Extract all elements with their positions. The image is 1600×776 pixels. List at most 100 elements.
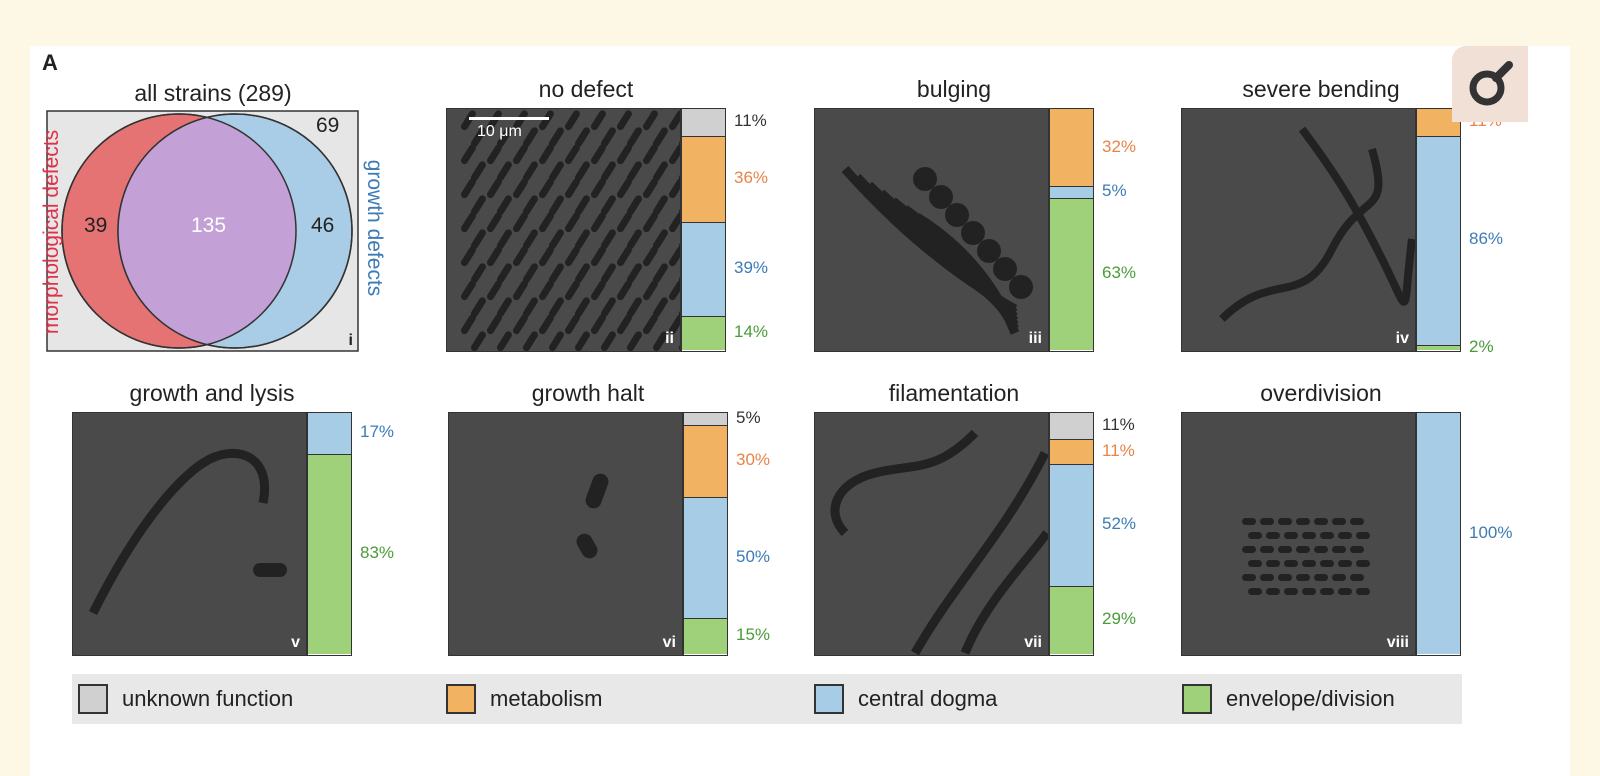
micrograph: vi bbox=[448, 412, 683, 656]
bar-percent-label: 14% bbox=[734, 322, 769, 342]
micrograph-cells bbox=[460, 110, 680, 351]
bar-segment-dogma bbox=[1417, 135, 1460, 346]
legend-item-envelope: envelope/division bbox=[1182, 683, 1395, 715]
micrograph: iii bbox=[814, 108, 1049, 352]
legend-swatch-envelope bbox=[1182, 684, 1212, 714]
bar-segment-dogma bbox=[1050, 464, 1093, 587]
bar-percent-label: 86% bbox=[1469, 229, 1504, 249]
panel-roman: v bbox=[291, 634, 300, 651]
legend-item-unknown: unknown function bbox=[78, 683, 293, 715]
bar-percent-label: 11% bbox=[734, 111, 767, 131]
bar-percent-label: 36% bbox=[734, 167, 769, 187]
bar-segment-metabolism bbox=[682, 135, 725, 223]
micrograph-cells bbox=[1219, 126, 1415, 322]
panel-roman: iv bbox=[1395, 330, 1409, 347]
venn-neither: 69 bbox=[316, 114, 340, 137]
bar-segment-metabolism bbox=[1050, 109, 1093, 187]
stacked-bar bbox=[683, 412, 728, 656]
micrograph: v bbox=[72, 412, 307, 656]
bar-percent-label: 5% bbox=[736, 408, 761, 428]
bar-segment-unknown bbox=[1050, 413, 1093, 439]
bar-percent-label: 32% bbox=[1102, 136, 1137, 156]
magnifier-icon bbox=[1469, 61, 1513, 106]
stacked-bar bbox=[681, 108, 726, 352]
bar-percent-label: 52% bbox=[1102, 514, 1137, 534]
panel-roman: ii bbox=[665, 330, 674, 347]
micrograph-cells bbox=[841, 166, 1033, 335]
bar-segment-metabolism bbox=[684, 425, 727, 498]
venn-left-label: morphological defects bbox=[40, 129, 63, 335]
stacked-bar bbox=[1049, 412, 1094, 656]
venn-only-growth: 46 bbox=[311, 214, 335, 237]
bar-segment-envelope bbox=[1050, 586, 1093, 654]
bar-segment-unknown bbox=[684, 413, 727, 426]
micrograph: vii bbox=[814, 412, 1049, 656]
bar-segment-dogma bbox=[682, 222, 725, 317]
bar-segment-envelope bbox=[684, 617, 727, 654]
panel-title: no defect bbox=[538, 76, 634, 102]
bar-percent-label: 100% bbox=[1469, 522, 1513, 542]
bar-percent-label: 11% bbox=[1102, 414, 1135, 434]
legend-item-dogma: central dogma bbox=[814, 683, 997, 715]
bar-segment-unknown bbox=[682, 109, 725, 136]
bar-percent-label: 2% bbox=[1469, 336, 1494, 356]
panel-roman: vii bbox=[1024, 634, 1042, 651]
bar-percent-label: 29% bbox=[1102, 609, 1137, 629]
bar-percent-label: 11% bbox=[1102, 440, 1135, 460]
bar-percent-label: 5% bbox=[1102, 181, 1127, 201]
bar-segment-envelope bbox=[1417, 345, 1460, 350]
stacked-bar bbox=[1416, 108, 1461, 352]
venn-roman: i bbox=[348, 332, 353, 349]
scale-bar-label: 10 μm bbox=[477, 123, 522, 140]
legend: unknown function metabolism central dogm… bbox=[72, 674, 1462, 724]
bar-segment-envelope bbox=[1050, 198, 1093, 350]
panel-title: severe bending bbox=[1242, 76, 1400, 102]
panel-title: growth and lysis bbox=[129, 380, 295, 406]
venn-both: 135 bbox=[191, 214, 227, 237]
micrograph-cells bbox=[830, 429, 1048, 655]
bar-percent-label: 63% bbox=[1102, 263, 1137, 283]
stacked-bar bbox=[307, 412, 352, 656]
panel-title: filamentation bbox=[888, 380, 1020, 406]
panel-roman: vi bbox=[662, 634, 676, 651]
scale-bar-line bbox=[469, 117, 549, 120]
bar-segment-dogma bbox=[684, 497, 727, 618]
panel-roman: iii bbox=[1028, 330, 1042, 347]
bar-segment-envelope bbox=[308, 453, 351, 654]
legend-swatch-unknown bbox=[78, 684, 108, 714]
legend-label-unknown: unknown function bbox=[122, 686, 294, 711]
bar-percent-label: 83% bbox=[360, 542, 395, 562]
panel-roman: viii bbox=[1386, 634, 1409, 651]
venn-right-label: growth defects bbox=[363, 159, 386, 297]
bar-segment-metabolism bbox=[1050, 438, 1093, 465]
venn-graphic bbox=[46, 110, 359, 352]
legend-item-metabolism: metabolism bbox=[446, 683, 602, 715]
panel-letter: A bbox=[42, 50, 58, 75]
bar-segment-envelope bbox=[682, 316, 725, 350]
bar-segment-dogma bbox=[1050, 186, 1093, 199]
bar-segment-dogma bbox=[308, 413, 351, 454]
stacked-bar bbox=[1416, 412, 1461, 656]
venn-only-morph: 39 bbox=[84, 214, 108, 237]
panel-title: growth halt bbox=[531, 380, 645, 406]
panel-title: bulging bbox=[916, 76, 992, 102]
bar-percent-label: 15% bbox=[736, 624, 771, 644]
bar-percent-label: 30% bbox=[736, 450, 771, 470]
bar-percent-label: 50% bbox=[736, 546, 771, 566]
bar-percent-label: 17% bbox=[360, 422, 395, 442]
micrograph-cells bbox=[576, 473, 609, 559]
micrograph-cells bbox=[88, 448, 287, 616]
bar-percent-label: 39% bbox=[734, 258, 769, 278]
legend-label-dogma: central dogma bbox=[858, 686, 998, 711]
micrograph: ii 10 μm bbox=[446, 108, 681, 352]
magnifier-button[interactable] bbox=[1452, 46, 1528, 122]
legend-swatch-dogma bbox=[814, 684, 844, 714]
bar-segment-dogma bbox=[1417, 413, 1460, 654]
stacked-bar bbox=[1049, 108, 1094, 352]
micrograph: iv bbox=[1181, 108, 1416, 352]
micrograph: viii bbox=[1181, 412, 1416, 656]
legend-label-envelope: envelope/division bbox=[1226, 686, 1395, 711]
panel-title: overdivision bbox=[1260, 380, 1382, 406]
legend-swatch-metabolism bbox=[446, 684, 476, 714]
venn-title: all strains (289) bbox=[134, 80, 292, 106]
